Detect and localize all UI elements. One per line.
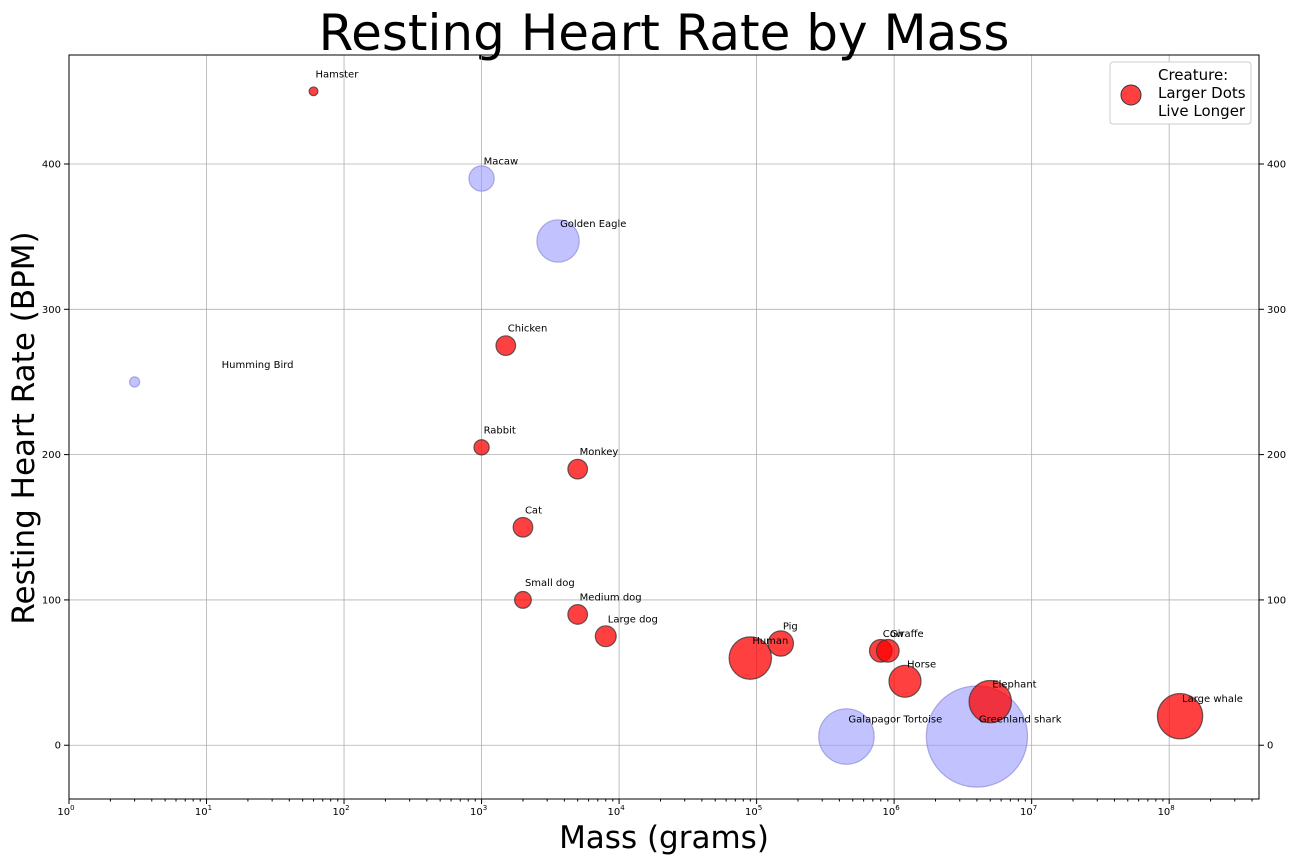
- data-point: [1156, 692, 1204, 740]
- plot-frame: [68, 54, 1260, 800]
- point-label: Large dog: [608, 614, 658, 625]
- data-point: [512, 516, 534, 538]
- y-axis-label: Resting Heart Rate (BPM): [6, 231, 42, 624]
- point-label: Chicken: [508, 324, 548, 335]
- data-point: [308, 86, 319, 97]
- data-point: [495, 335, 517, 357]
- x-tick-label: 105: [745, 804, 762, 818]
- legend-marker: [1120, 84, 1142, 106]
- grid: [69, 55, 1259, 799]
- y-tick-label-right: 400: [1267, 159, 1286, 170]
- y-tick-label-left: 300: [42, 305, 61, 316]
- y-tick-label-left: 100: [42, 595, 61, 606]
- legend: Creature: Larger Dots Live Longer: [1109, 61, 1252, 125]
- point-label: Cat: [525, 505, 542, 516]
- axis-ticks: 100 101 102 103 104 105 106 107 108 0 0 100 100 200 20…: [42, 159, 1286, 818]
- point-label: Large whale: [1182, 694, 1243, 705]
- y-tick-label-left: 0: [55, 741, 61, 752]
- data-point: [567, 604, 589, 625]
- point-label: Monkey: [580, 447, 619, 458]
- x-tick-label: 106: [883, 804, 901, 818]
- y-tick-label-right: 0: [1267, 741, 1273, 752]
- x-axis-label: Mass (grams): [559, 820, 769, 856]
- point-label: Cow: [883, 629, 904, 640]
- x-tick-label: 107: [1020, 804, 1037, 818]
- point-label: Greenland shark: [979, 715, 1062, 726]
- data-point: [728, 636, 773, 680]
- y-tick-label-right: 100: [1267, 595, 1286, 606]
- data-point: [875, 638, 900, 663]
- x-tick-label: 100: [57, 804, 74, 818]
- legend-text-line-2: Larger Dots: [1158, 84, 1246, 102]
- x-tick-label: 101: [195, 804, 212, 818]
- point-label: Giraffe: [890, 629, 924, 640]
- data-point: [888, 664, 922, 698]
- chart-title: Resting Heart Rate by Mass: [319, 4, 1010, 62]
- point-label: Golden Eagle: [560, 219, 626, 230]
- data-point: [128, 376, 141, 388]
- data-point: [473, 439, 490, 456]
- y-tick-label-left: 200: [42, 450, 61, 461]
- point-label: Galapagor Tortoise: [848, 715, 942, 726]
- legend-text-line-3: Live Longer: [1158, 102, 1246, 120]
- data-point: [513, 590, 532, 609]
- point-labels: Hamster Humming Bird Macaw Golden Eagle Chic…: [222, 69, 1243, 725]
- legend-text-line-1: Creature:: [1158, 66, 1228, 84]
- x-tick-label: 102: [332, 804, 349, 818]
- y-tick-label-right: 200: [1267, 450, 1286, 461]
- data-point: [818, 708, 875, 765]
- point-label: Elephant: [992, 680, 1036, 691]
- data-point: [968, 679, 1013, 724]
- x-tick-label: 104: [607, 804, 625, 818]
- point-label: Human: [752, 636, 788, 647]
- data-point: [567, 458, 589, 480]
- point-label: Horse: [907, 659, 936, 670]
- data-points: [128, 86, 1204, 788]
- x-tick-label: 103: [470, 804, 487, 818]
- data-point: [468, 165, 495, 192]
- point-label: Medium dog: [580, 592, 642, 603]
- y-tick-label-left: 400: [42, 159, 61, 170]
- x-tick-label: 108: [1158, 804, 1175, 818]
- legend-box: [1109, 61, 1252, 125]
- point-label: Rabbit: [484, 425, 516, 436]
- point-label: Macaw: [484, 157, 519, 168]
- data-point: [767, 630, 795, 657]
- y-tick-label-right: 300: [1267, 305, 1286, 316]
- point-label: Humming Bird: [222, 360, 294, 371]
- point-label: Hamster: [316, 69, 360, 80]
- data-point: [594, 625, 617, 648]
- data-point: [536, 219, 580, 263]
- point-label: Pig: [783, 622, 798, 633]
- point-label: Small dog: [525, 578, 575, 589]
